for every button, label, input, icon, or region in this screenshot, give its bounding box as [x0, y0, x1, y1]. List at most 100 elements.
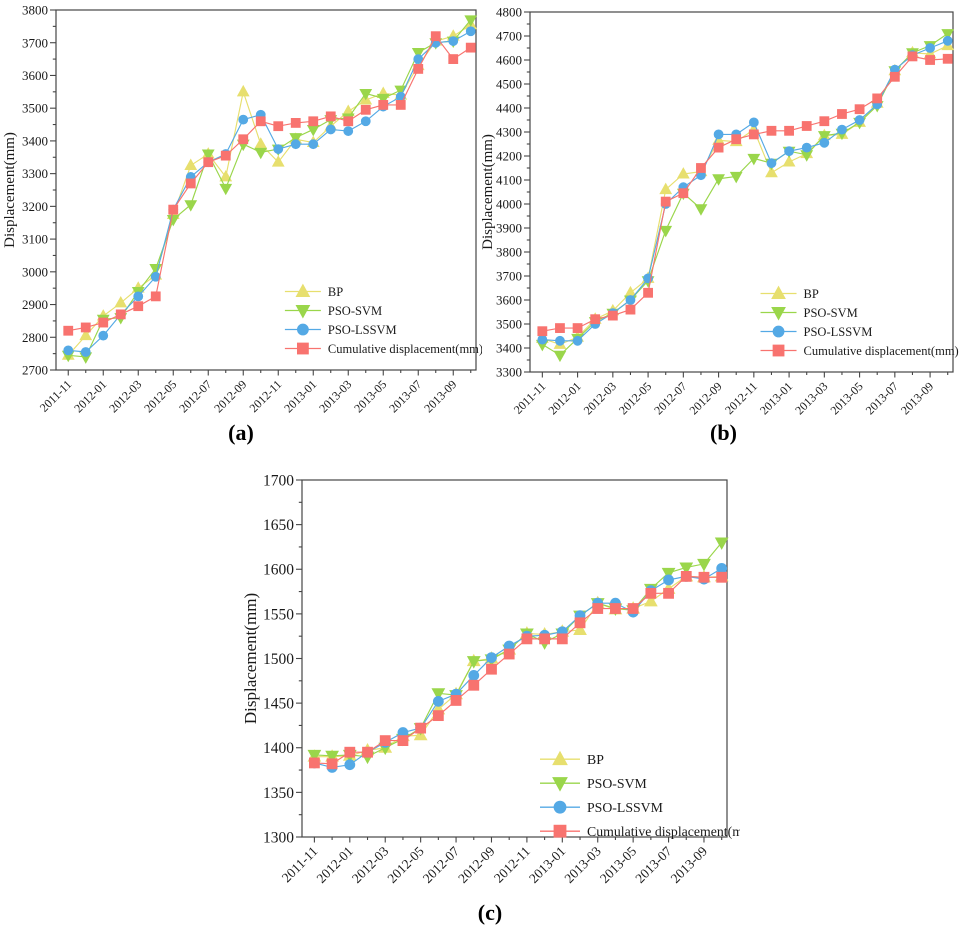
data-point-PSO-SVM	[306, 124, 320, 137]
legend-marker-Cumulative displacement(mm)	[296, 342, 309, 355]
data-point-PSO-LSSVM	[625, 295, 636, 305]
data-point-Cumulative displacement(mm)	[942, 53, 953, 64]
data-point-Cumulative displacement(mm)	[465, 42, 476, 53]
data-point-PSO-LSSVM	[766, 158, 777, 169]
data-point-Cumulative displacement(mm)	[238, 134, 249, 145]
data-point-Cumulative displacement(mm)	[98, 317, 109, 328]
series-line-BP	[314, 575, 722, 758]
data-point-Cumulative displacement(mm)	[645, 587, 657, 599]
data-point-PSO-SVM	[694, 204, 708, 216]
x-axis-tick-label: 2012-03	[581, 379, 619, 417]
legend-label: Cumulative displacement(mm)	[587, 824, 740, 840]
data-point-PSO-SVM	[466, 656, 481, 669]
data-point-Cumulative displacement(mm)	[592, 603, 604, 614]
chart-c-canvas: 1300 1350 1400 1450 1500 1550 1600 1650 1700 2011…	[241, 472, 740, 886]
data-point-Cumulative displacement(mm)	[115, 309, 126, 320]
legend-label: BP	[328, 285, 343, 299]
data-point-PSO-SVM	[941, 29, 955, 41]
data-point-PSO-SVM	[201, 149, 215, 161]
data-point-Cumulative displacement(mm)	[379, 735, 391, 747]
data-point-BP	[184, 158, 198, 170]
data-point-PSO-SVM	[697, 558, 711, 572]
legend-marker-BP	[552, 750, 568, 766]
data-point-PSO-SVM	[289, 133, 303, 145]
data-point-Cumulative displacement(mm)	[150, 291, 161, 302]
series-line-PSO-SVM	[542, 33, 949, 356]
data-point-PSO-SVM	[679, 562, 694, 575]
data-point-Cumulative displacement(mm)	[415, 722, 427, 734]
data-point-PSO-LSSVM	[486, 652, 497, 664]
y-axis-tick-label: 4400	[496, 101, 522, 116]
data-point-PSO-SVM	[431, 688, 446, 701]
data-point-PSO-LSSVM	[555, 335, 565, 346]
data-point-Cumulative displacement(mm)	[627, 603, 639, 614]
x-axis-tick-label: 2012-09	[455, 843, 498, 886]
data-point-PSO-SVM	[325, 750, 339, 764]
x-axis-tick-label: 2013-09	[421, 377, 459, 415]
data-point-PSO-SVM	[254, 147, 268, 160]
data-point-BP	[782, 155, 796, 167]
legend-marker-Cumulative displacement(mm)	[553, 824, 567, 838]
data-point-PSO-SVM	[712, 174, 725, 186]
data-point-PSO-LSSVM	[663, 574, 674, 586]
x-axis-tick-label: 2012-07	[176, 377, 214, 415]
data-point-PSO-SVM	[817, 131, 831, 143]
y-axis-tick-label: 4500	[496, 77, 522, 92]
data-point-PSO-LSSVM	[360, 116, 371, 127]
x-axis-tick-label: 2012-09	[211, 377, 249, 415]
data-point-PSO-LSSVM	[413, 54, 424, 64]
data-point-PSO-LSSVM	[343, 126, 354, 136]
data-point-Cumulative displacement(mm)	[819, 116, 830, 127]
legend-marker-PSO-SVM	[552, 777, 568, 792]
data-point-BP	[676, 167, 690, 179]
x-axis-tick-label: 2012-07	[651, 379, 689, 417]
y-axis-tick-label: 1700	[263, 472, 294, 489]
y-axis-tick-label: 1350	[263, 785, 294, 802]
y-axis-tick-label: 3200	[22, 199, 48, 214]
data-point-Cumulative displacement(mm)	[607, 310, 618, 321]
data-point-PSO-SVM	[464, 15, 478, 27]
data-point-PSO-LSSVM	[572, 335, 583, 346]
x-axis-tick-label: 2012-01	[314, 844, 356, 886]
y-axis-title: Displacement(mm)	[482, 134, 496, 250]
data-point-PSO-SVM	[411, 48, 425, 60]
y-axis-title: Displacement(mm)	[241, 593, 260, 724]
data-point-Cumulative displacement(mm)	[503, 648, 515, 660]
data-point-Cumulative displacement(mm)	[872, 93, 883, 104]
x-axis-tick-label: 2013-05	[351, 377, 389, 415]
series-line-Cumulative displacement(mm)	[68, 35, 472, 332]
chart-a-canvas: 2700 2800 2900 3000 3100 3200 3300 3400 3500 3600…	[2, 3, 482, 416]
legend-label: PSO-SVM	[328, 304, 382, 318]
legend-label: Cumulative displacement(mm)	[804, 344, 959, 358]
y-axis-title: Displacement(mm)	[2, 132, 18, 248]
series-line-PSO-LSSVM	[314, 567, 722, 768]
data-point-PSO-LSSVM	[468, 670, 480, 681]
data-point-PSO-LSSVM	[465, 26, 476, 37]
data-point-Cumulative displacement(mm)	[854, 104, 865, 115]
data-point-Cumulative displacement(mm)	[378, 100, 389, 110]
y-axis-tick-label: 1600	[263, 562, 294, 579]
y-axis-tick-label: 4200	[496, 149, 522, 164]
data-point-Cumulative displacement(mm)	[716, 571, 728, 583]
data-point-Cumulative displacement(mm)	[643, 287, 653, 298]
y-axis-tick-label: 1450	[263, 696, 294, 713]
data-point-BP	[573, 622, 587, 635]
data-point-Cumulative displacement(mm)	[680, 570, 692, 582]
data-point-PSO-LSSVM	[308, 139, 319, 150]
data-point-PSO-LSSVM	[325, 124, 336, 135]
data-point-PSO-LSSVM	[713, 129, 724, 140]
x-axis-tick-label: 2013-07	[386, 377, 424, 415]
data-point-Cumulative displacement(mm)	[713, 142, 724, 153]
y-axis-tick-label: 4000	[496, 197, 522, 212]
x-axis-tick-label: 2012-03	[349, 843, 392, 886]
y-axis-tick-label: 3500	[496, 317, 522, 332]
data-point-PSO-LSSVM	[854, 115, 865, 125]
y-axis-tick-label: 3600	[496, 293, 522, 308]
data-point-PSO-SVM	[359, 88, 373, 101]
data-point-PSO-LSSVM	[98, 330, 109, 341]
y-axis-tick-label: 4700	[496, 29, 522, 44]
data-point-BP	[271, 155, 285, 167]
data-point-Cumulative displacement(mm)	[698, 571, 710, 583]
data-point-Cumulative displacement(mm)	[308, 757, 320, 769]
